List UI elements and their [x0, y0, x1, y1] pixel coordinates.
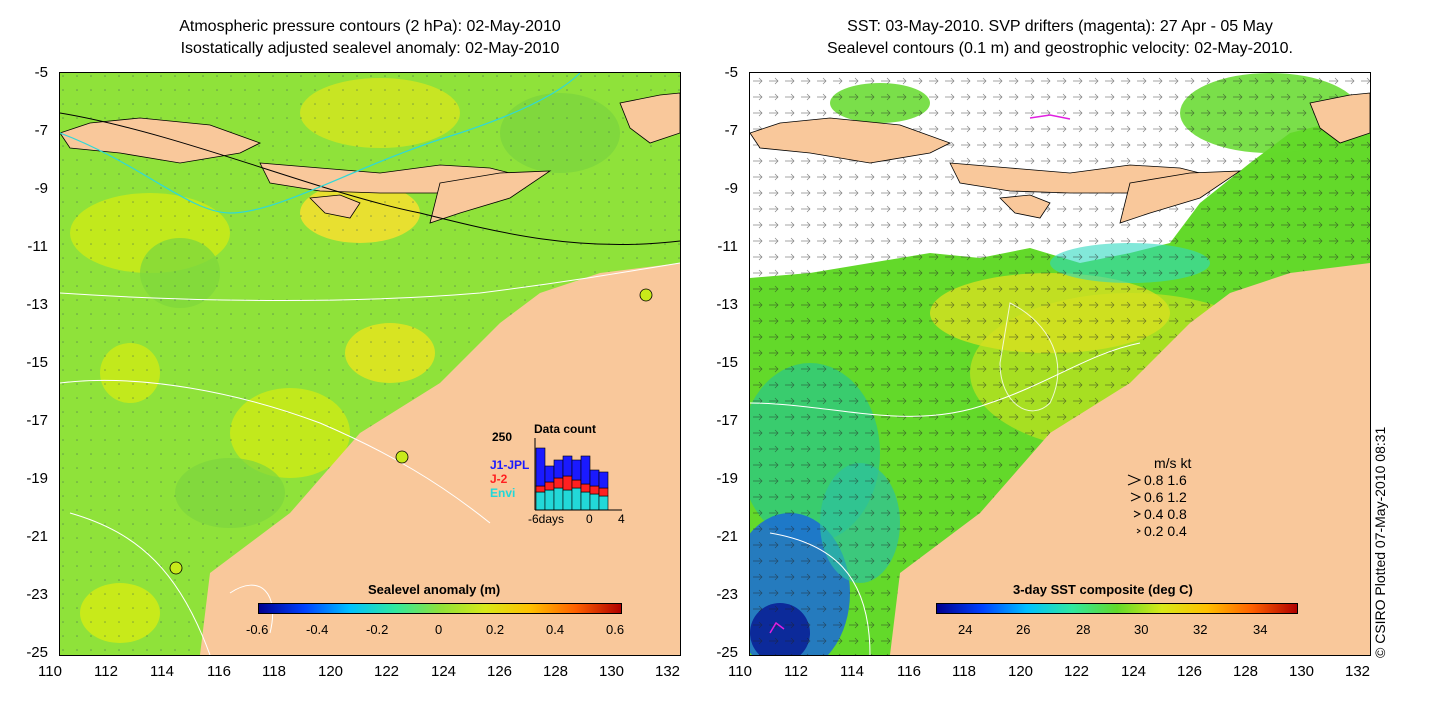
inset-xtick-start: -6days [528, 512, 565, 526]
left-ytick: -21 [26, 528, 48, 545]
left-ytick: -7 [34, 122, 48, 139]
left-xtick: 126 [487, 663, 513, 680]
right-colorbar-label: 3-day SST composite (deg C) [1013, 582, 1193, 597]
right-cbar-tick-4: 30 [1134, 622, 1149, 637]
left-ytick: -5 [34, 64, 48, 81]
right-xtick: 124 [1121, 663, 1147, 680]
inset-series-j2: J-2 [490, 472, 508, 486]
right-ytick: -9 [724, 180, 738, 197]
left-cbar-tick-7: 0.6 [606, 622, 625, 637]
right-xtick: 112 [784, 663, 808, 680]
inset-xtick-zero: 0 [586, 512, 593, 526]
data-count-inset: Data count 250 J1-JPL J-2 Envi -6days 0 … [488, 420, 638, 530]
left-xtick: 130 [599, 663, 625, 680]
right-cbar-tick-6: 34 [1253, 622, 1268, 637]
left-xtick: 122 [374, 663, 400, 680]
right-ytick: -13 [716, 296, 738, 313]
velocity-legend-row-2: 0.6 1.2 [1144, 489, 1187, 505]
left-title-line2: Isostatically adjusted sealevel anomaly:… [180, 40, 560, 57]
right-cbar-tick-1: 24 [958, 622, 973, 637]
right-cbar-tick-2: 26 [1016, 622, 1031, 637]
right-xtick: 116 [897, 663, 921, 680]
right-xtick: 130 [1289, 663, 1315, 680]
right-cbar-tick-3: 28 [1076, 622, 1091, 637]
right-xtick: 118 [952, 663, 976, 680]
right-ytick: -7 [724, 122, 738, 139]
right-xtick: 126 [1177, 663, 1203, 680]
inset-ymax: 250 [492, 430, 513, 444]
right-xtick: 132 [1345, 663, 1371, 680]
left-ytick: -13 [26, 296, 48, 313]
left-cbar-tick-1: -0.6 [246, 622, 269, 637]
right-ytick: -17 [716, 412, 738, 429]
left-xtick: 120 [318, 663, 344, 680]
velocity-legend-header: m/s kt [1154, 455, 1192, 471]
left-xtick: 132 [655, 663, 681, 680]
left-cbar-tick-2: -0.4 [306, 622, 329, 637]
right-ytick: -11 [717, 238, 738, 255]
right-xtick: 128 [1233, 663, 1259, 680]
sst-map [749, 72, 1371, 656]
left-ytick: -25 [26, 644, 48, 661]
velocity-legend-row-4: 0.2 0.4 [1144, 523, 1187, 539]
right-ytick: -21 [716, 528, 738, 545]
right-xtick: 120 [1008, 663, 1034, 680]
right-xtick: 122 [1064, 663, 1090, 680]
left-ytick: -19 [26, 470, 48, 487]
right-xtick: 114 [840, 663, 864, 680]
right-ytick: -25 [716, 644, 738, 661]
right-xtick: 110 [728, 663, 752, 680]
left-xtick: 112 [94, 663, 118, 680]
left-xtick: 128 [543, 663, 569, 680]
left-colorbar [258, 603, 622, 614]
velocity-legend-row-3: 0.4 0.8 [1144, 506, 1187, 522]
left-colorbar-label: Sealevel anomaly (m) [368, 582, 501, 597]
velocity-legend-row-1: 0.8 1.6 [1144, 472, 1187, 488]
left-ytick: -11 [27, 238, 48, 255]
right-cbar-tick-5: 32 [1193, 622, 1208, 637]
left-xtick: 114 [150, 663, 174, 680]
inset-title: Data count [534, 422, 597, 436]
inset-histogram [534, 438, 622, 511]
left-cbar-tick-5: 0.2 [486, 622, 505, 637]
right-ytick: -19 [716, 470, 738, 487]
left-xtick: 116 [207, 663, 231, 680]
left-ytick: -15 [26, 354, 48, 371]
sealevel-anomaly-map [59, 72, 681, 656]
velocity-arrow-glyphs [1127, 474, 1142, 534]
left-ytick: -23 [26, 586, 48, 603]
plot-credit: © CSIRO Plotted 07-May-2010 08:31 [1372, 426, 1388, 658]
right-title-line1: SST: 03-May-2010. SVP drifters (magenta)… [847, 18, 1273, 35]
left-title-line1: Atmospheric pressure contours (2 hPa): 0… [179, 18, 561, 35]
inset-series-j1: J1-JPL [490, 458, 530, 472]
right-ytick: -23 [716, 586, 738, 603]
right-ytick: -5 [724, 64, 738, 81]
right-colorbar [936, 603, 1298, 614]
left-xtick: 124 [431, 663, 457, 680]
left-ytick: -17 [26, 412, 48, 429]
left-xtick: 118 [262, 663, 286, 680]
right-ytick: -15 [716, 354, 738, 371]
left-cbar-tick-3: -0.2 [366, 622, 389, 637]
left-cbar-tick-6: 0.4 [546, 622, 565, 637]
velocity-legend: m/s kt 0.8 1.6 0.6 1.2 0.4 0.8 0.2 0.4 [1126, 453, 1236, 543]
left-xtick: 110 [38, 663, 62, 680]
left-cbar-tick-4: 0 [435, 622, 443, 637]
right-title-line2: Sealevel contours (0.1 m) and geostrophi… [826, 40, 1293, 57]
inset-series-envi: Envi [490, 486, 516, 500]
left-ytick: -9 [34, 180, 48, 197]
inset-xtick-end: 4 [618, 512, 625, 526]
